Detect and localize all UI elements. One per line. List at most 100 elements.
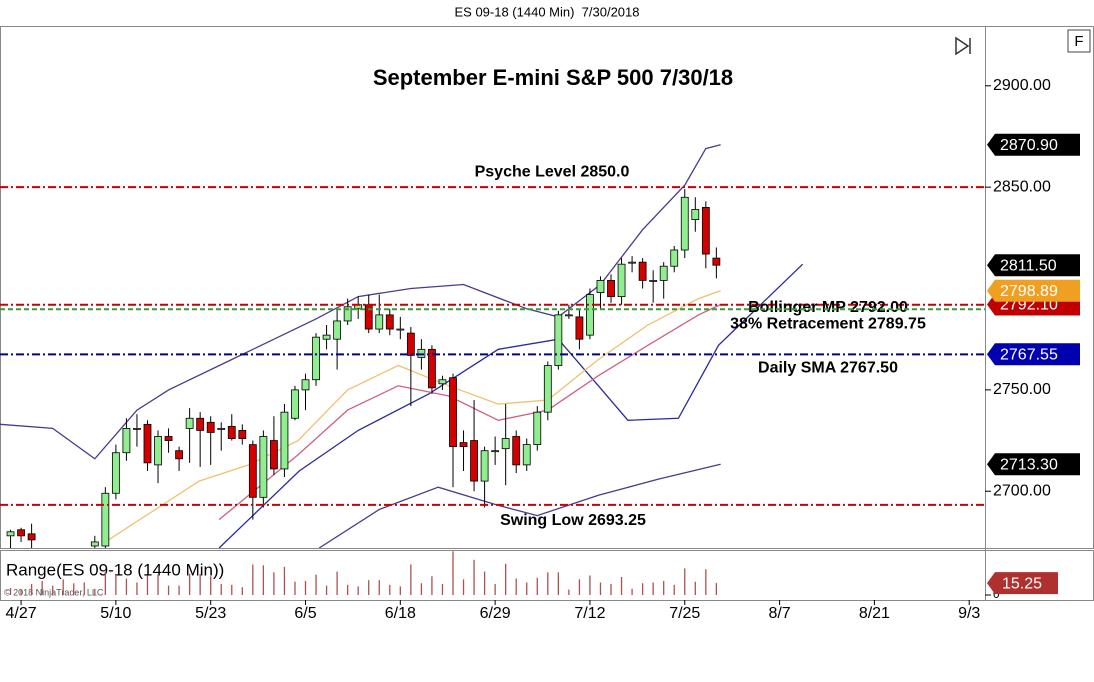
price-marker [987,254,1080,277]
candle-body [291,389,299,419]
candle-body [385,314,394,330]
candle-body [564,314,573,317]
candle-body [375,314,384,330]
candle-body [649,280,658,282]
price-marker-label: 2767.55 [1000,347,1058,364]
candle-body [406,332,415,356]
x-tick-label: 6/18 [385,605,416,622]
candle-body [312,336,320,381]
candle-body [301,379,310,391]
level-label: Psyche Level 2850.0 [475,163,630,180]
x-tick-label: 6/5 [294,605,316,622]
x-tick-label: 7/25 [669,605,700,622]
candle-body [259,436,268,498]
indicator-area [9,551,718,595]
x-tick-label: 7/12 [574,605,605,622]
candle-body [143,423,152,464]
candle-body [175,450,183,460]
candle-body [628,261,636,264]
level-label: Bollinger MP 2792.00 [748,299,908,316]
price-marker-label: 2713.30 [1000,456,1058,473]
y-tick-label: 2900.00 [993,77,1051,94]
candle-body [691,209,700,220]
candle-body [122,427,131,454]
candle-body [417,348,426,358]
candle-body [617,263,626,298]
x-tick-label: 6/29 [480,605,511,622]
candle-body [111,452,120,494]
candle-body [512,436,521,466]
candle-body [206,421,215,433]
plot-area [0,144,804,548]
x-tick-label: 9/3 [958,605,980,622]
f-button[interactable] [1067,29,1091,53]
x-tick-label: 8/7 [768,605,790,622]
x-tick-label: 5/23 [195,605,226,622]
candle-body [164,436,173,441]
level-label: Swing Low 2693.25 [500,512,646,529]
candle-body [248,444,257,498]
level-label: 38% Retracement 2789.75 [730,316,926,333]
candle-body [480,450,489,482]
candle-body [280,411,289,470]
header-text: ES 09-18 (1440 Min) 7/30/2018 [454,4,639,19]
candle-body [343,306,352,322]
candle-body [501,438,510,450]
candle-body [396,328,405,331]
price-marker [987,453,1080,476]
candle-body [333,320,342,340]
y-tick-label: 2850.00 [993,178,1051,195]
x-tick-label: 4/27 [5,605,36,622]
indicator-line [218,303,721,521]
candle-body [554,314,563,366]
candle-body [607,280,615,298]
candle-body [217,427,226,430]
candle-body [470,440,478,482]
candle-body [586,294,594,336]
candle-body [533,411,542,446]
candle-body [196,417,205,431]
copyright: © 2018 NinjaTrader, LLC [4,587,104,597]
candle-body [701,207,710,255]
indicator-value-marker [987,572,1058,595]
indicator-line [318,463,721,548]
candle-body [438,379,447,385]
indicator-value-label: 15.25 [1002,575,1042,592]
candle-body [522,444,531,466]
indicator-title: Range(ES 09-18 (1440 Min)) [6,560,224,579]
candle-body [101,492,110,547]
price-marker [987,279,1080,302]
level-label: Daily SMA 2767.50 [758,360,898,377]
candle-body [428,348,436,389]
candle-body [638,261,647,281]
indicator-line [0,144,721,460]
candle-body [449,377,457,448]
candle-body [322,334,331,340]
candle-body [227,425,236,439]
main-frame [0,26,1094,549]
candle-body [670,249,679,267]
header-bar [0,0,1094,24]
candle-body [154,436,162,466]
scroll-end-icon[interactable] [955,36,971,56]
candle-body [543,365,552,413]
candle-body [6,531,15,537]
candle-body [596,280,605,293]
x-tick-label: 8/21 [859,605,890,622]
candle-body [133,427,141,430]
candle-body [238,430,247,439]
candle-body [491,450,500,453]
x-tick-label: 5/10 [100,605,131,622]
price-marker [987,343,1080,366]
y-tick-label: 2700.00 [993,482,1051,499]
candle-body [185,417,194,429]
indicator-y-tick-label: 0 [993,587,1000,601]
indicator-line [108,290,721,541]
price-marker [987,133,1080,156]
candle-body [575,316,584,340]
candle-body [659,265,668,281]
candle-body [27,533,36,541]
candle-body [712,257,721,266]
chart-title: September E-mini S&P 500 7/30/18 [373,65,733,90]
